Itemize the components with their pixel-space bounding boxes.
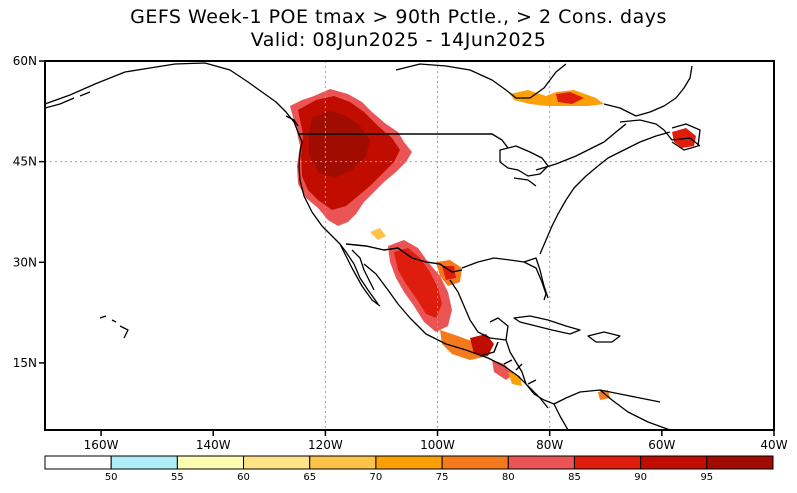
coast-south-america: [553, 389, 671, 430]
colorbar-label: 95: [700, 472, 713, 483]
coast-gulf: [449, 279, 509, 341]
lon-tick-label: 160W: [84, 438, 119, 452]
border-central-america: [503, 359, 537, 385]
shading-southwest-core: [394, 248, 442, 318]
lon-tick-label: 120W: [308, 438, 343, 452]
colorbar-label: 55: [171, 472, 184, 483]
colorbar-bin: [44, 455, 112, 470]
map-title: GEFS Week-1 POE tmax > 90th Pctle., > 2 …: [130, 6, 667, 28]
poe-shading: [290, 89, 696, 400]
lon-tick-label: 140W: [196, 438, 231, 452]
coast-vancouver-island: [285, 115, 299, 127]
colorbar-bin: [110, 455, 178, 470]
coast-great-lakes: [499, 145, 549, 187]
coast-newfoundland: [671, 123, 701, 151]
colorbar-label: 60: [237, 472, 250, 483]
lat-tick-label: 60N: [13, 54, 37, 68]
shading-newfoundland: [672, 128, 696, 148]
map-canvas: [45, 61, 774, 430]
lat-tick-label: 45N: [13, 155, 37, 169]
coast-hispaniola: [587, 331, 621, 343]
coastlines: [45, 62, 701, 430]
lat-tick-label: 15N: [13, 356, 37, 370]
colorbar-bin: [573, 455, 642, 470]
colorbar-bin: [243, 455, 311, 470]
coast-hudson: [395, 63, 567, 99]
coast-florida: [523, 257, 549, 299]
coast-labrador: [603, 65, 693, 117]
colorbar-label: 65: [303, 472, 316, 483]
lon-tick-label: 40W: [760, 438, 787, 452]
shading-yucatan: [470, 334, 494, 356]
colorbar-label: 75: [436, 472, 449, 483]
map-valid-dates: Valid: 08Jun2025 - 14Jun2025: [250, 29, 547, 51]
colorbar-label: 80: [502, 472, 515, 483]
border-us-mexico: [345, 243, 463, 273]
lat-tick-label: 30N: [13, 255, 37, 269]
colorbar-label: 90: [634, 472, 647, 483]
coast-west-us: [297, 131, 381, 307]
shading-venezuela-small: [598, 390, 610, 400]
colorbar-label: 50: [105, 472, 118, 483]
colorbar: 50 55 60 65 70 75 80 85 90 95: [44, 455, 774, 483]
colorbar-bin: [375, 455, 443, 470]
coast-cuba: [513, 315, 581, 335]
coast-aleutians: [45, 91, 91, 109]
shading-quebec-inner: [556, 92, 584, 104]
shading-texas-inner: [442, 266, 456, 280]
colorbar-bin: [507, 455, 575, 470]
border-mexico-guatemala: [479, 341, 499, 357]
shading-guatemala: [492, 360, 514, 380]
lon-tick-label: 60W: [648, 438, 675, 452]
lon-tick-label: 80W: [536, 438, 563, 452]
colorbar-label: 70: [370, 472, 383, 483]
colorbar-label: 85: [568, 472, 581, 483]
coast-central-america-caribbean: [505, 339, 661, 405]
coast-hawaii: [99, 315, 129, 339]
coast-baja: [339, 243, 379, 305]
coast-gulf-st-lawrence: [619, 119, 701, 147]
colorbar-bin: [176, 455, 245, 470]
colorbar-bin: [640, 455, 708, 470]
axis-ticks: [39, 60, 775, 436]
coast-gulf-north: [461, 257, 547, 301]
shading-sonora-small: [370, 228, 386, 240]
map-gridlines: [45, 61, 774, 430]
border-us-canada: [298, 133, 605, 171]
shading-northwest-darkest: [309, 110, 370, 178]
axis-labels: 160W 140W 120W 100W 80W 60W 40W 60N 45N 30N 15N: [13, 54, 788, 452]
colorbar-bin: [441, 455, 509, 470]
shading-nicaragua: [508, 372, 522, 386]
colorbar-bin: [309, 455, 377, 470]
colorbar-bin: [706, 455, 774, 470]
map-frame: [44, 60, 775, 431]
lon-tick-label: 100W: [420, 438, 455, 452]
coast-east-us: [539, 131, 671, 255]
border-maine-quebec: [603, 123, 627, 143]
borders: [298, 123, 627, 385]
coast-alaska: [45, 62, 299, 133]
